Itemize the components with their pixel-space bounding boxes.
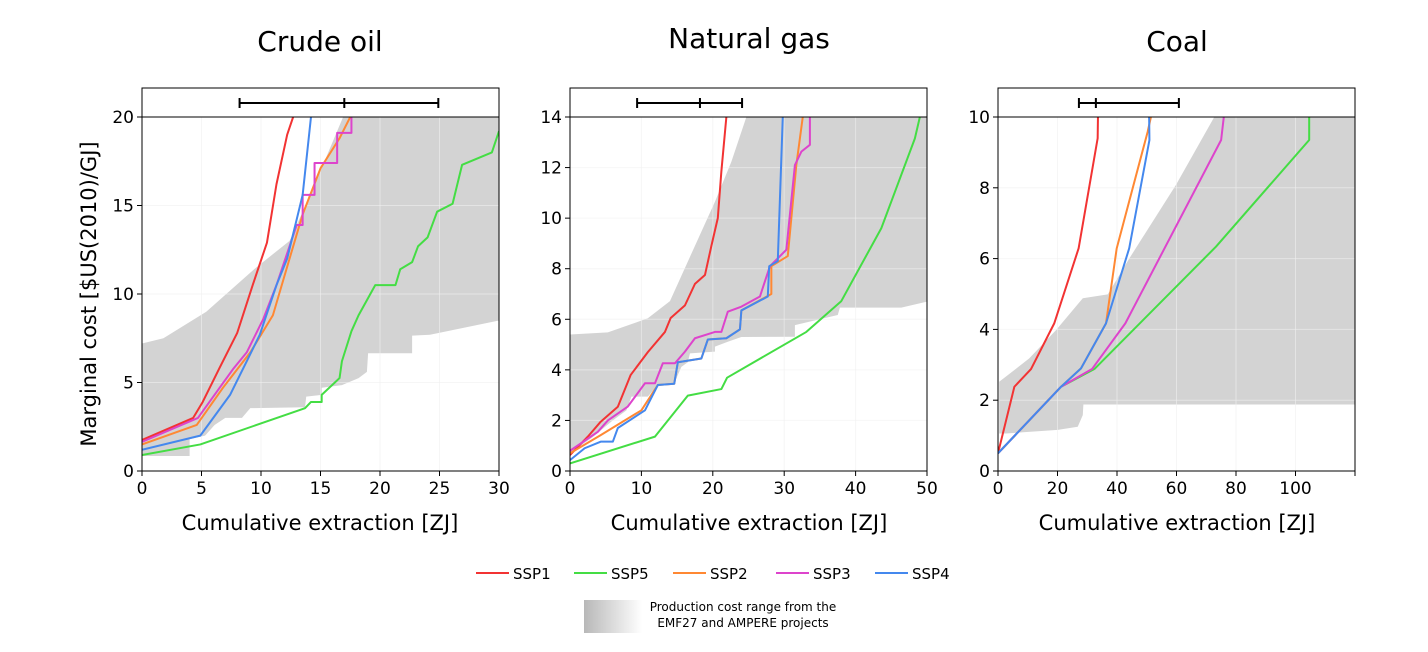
x-tick-label: 40: [845, 479, 867, 499]
y-tick-label: 6: [979, 250, 990, 270]
y-axis-label: Marginal cost [$US(2010)/GJ]: [77, 141, 101, 446]
y-tick-label: 10: [112, 285, 134, 305]
legend-label: SSP5: [611, 565, 649, 583]
production-cost-range: [570, 117, 927, 454]
x-tick-label: 30: [773, 479, 795, 499]
x-tick-label: 80: [1225, 479, 1247, 499]
y-tick-label: 0: [551, 462, 562, 482]
y-tick-label: 14: [540, 108, 562, 128]
y-tick-label: 4: [979, 320, 990, 340]
series-line-ssp1: [570, 117, 728, 456]
legend-label: SSP1: [513, 565, 551, 583]
x-tick-label: 20: [369, 479, 391, 499]
y-tick-label: 5: [123, 374, 134, 394]
series-line-ssp1: [998, 117, 1099, 454]
series-line-ssp1: [142, 117, 295, 441]
legend-label: SSP3: [813, 565, 851, 583]
series-line-ssp5: [570, 117, 921, 465]
y-tick-label: 6: [551, 310, 562, 330]
legend-range-label-line1: Production cost range from the: [650, 600, 837, 614]
panel-title-coal: Coal: [1146, 25, 1208, 58]
x-tick-label: 10: [250, 479, 272, 499]
legend-item-ssp5: SSP5: [574, 565, 649, 583]
series-line-ssp2: [142, 117, 352, 446]
x-tick-label: 20: [702, 479, 724, 499]
y-tick-label: 8: [979, 179, 990, 199]
y-tick-label: 4: [551, 361, 562, 381]
x-tick-label: 50: [916, 479, 938, 499]
x-tick-label: 0: [565, 479, 576, 499]
series-line-ssp4: [570, 117, 784, 461]
y-tick-label: 20: [112, 108, 134, 128]
legend-item-ssp1: SSP1: [476, 565, 551, 583]
x-tick-label: 60: [1166, 479, 1188, 499]
legend-item-ssp3: SSP3: [776, 565, 851, 583]
series-line-ssp4: [142, 117, 312, 451]
series-line-ssp5: [142, 130, 499, 457]
panel-natural-gas: 0 10 20 30 40 50 0 2 4 6 8 10 12 14: [540, 87, 938, 499]
legend-item-ssp4: SSP4: [875, 565, 950, 583]
axes-frame: [569, 87, 928, 472]
y-tick-label: 8: [551, 260, 562, 280]
series-line-ssp3: [570, 117, 811, 452]
y-tick-label: 10: [540, 209, 562, 229]
x-tick-label: 5: [196, 479, 207, 499]
legend: SSP1 SSP5 SSP2 SSP3 SSP4 Production cost ran…: [476, 565, 950, 633]
x-tick-label: 0: [137, 479, 148, 499]
x-tick-label: 30: [488, 479, 510, 499]
series-line-ssp4: [998, 117, 1151, 454]
legend-label: SSP2: [710, 565, 748, 583]
x-tick-label: 0: [993, 479, 1004, 499]
x-tick-label: 15: [310, 479, 332, 499]
legend-item-ssp2: SSP2: [673, 565, 748, 583]
panel-crude-oil: 0 5 10 15 20 25 30 0 5 10 15 20: [112, 87, 510, 499]
legend-range-swatch: [584, 600, 642, 633]
y-tick-label: 0: [123, 462, 134, 482]
legend-range-label-line2: EMF27 and AMPERE projects: [657, 616, 828, 630]
x-tick-label: 10: [631, 479, 653, 499]
y-tick-label: 10: [968, 108, 990, 128]
x-tick-label: 25: [429, 479, 451, 499]
y-tick-label: 12: [540, 159, 562, 179]
x-axis-label-crude-oil: Cumulative extraction [ZJ]: [182, 511, 459, 535]
x-tick-label: 20: [1047, 479, 1069, 499]
x-axis-label-natural-gas: Cumulative extraction [ZJ]: [611, 511, 888, 535]
y-tick-label: 2: [979, 391, 990, 411]
x-tick-label: 100: [1279, 479, 1311, 499]
production-cost-range: [999, 117, 1355, 434]
x-tick-label: 40: [1106, 479, 1128, 499]
panel-title-natural-gas: Natural gas: [668, 22, 830, 55]
y-tick-label: 15: [112, 197, 134, 217]
x-axis-label-coal: Cumulative extraction [ZJ]: [1039, 511, 1316, 535]
series-line-ssp3: [142, 117, 353, 443]
legend-label: SSP4: [912, 565, 950, 583]
panel-coal: 0 20 40 60 80 100 0 2 4 6 8 10: [968, 87, 1356, 499]
y-tick-label: 2: [551, 411, 562, 431]
panel-title-crude-oil: Crude oil: [257, 25, 382, 58]
y-tick-label: 0: [979, 462, 990, 482]
